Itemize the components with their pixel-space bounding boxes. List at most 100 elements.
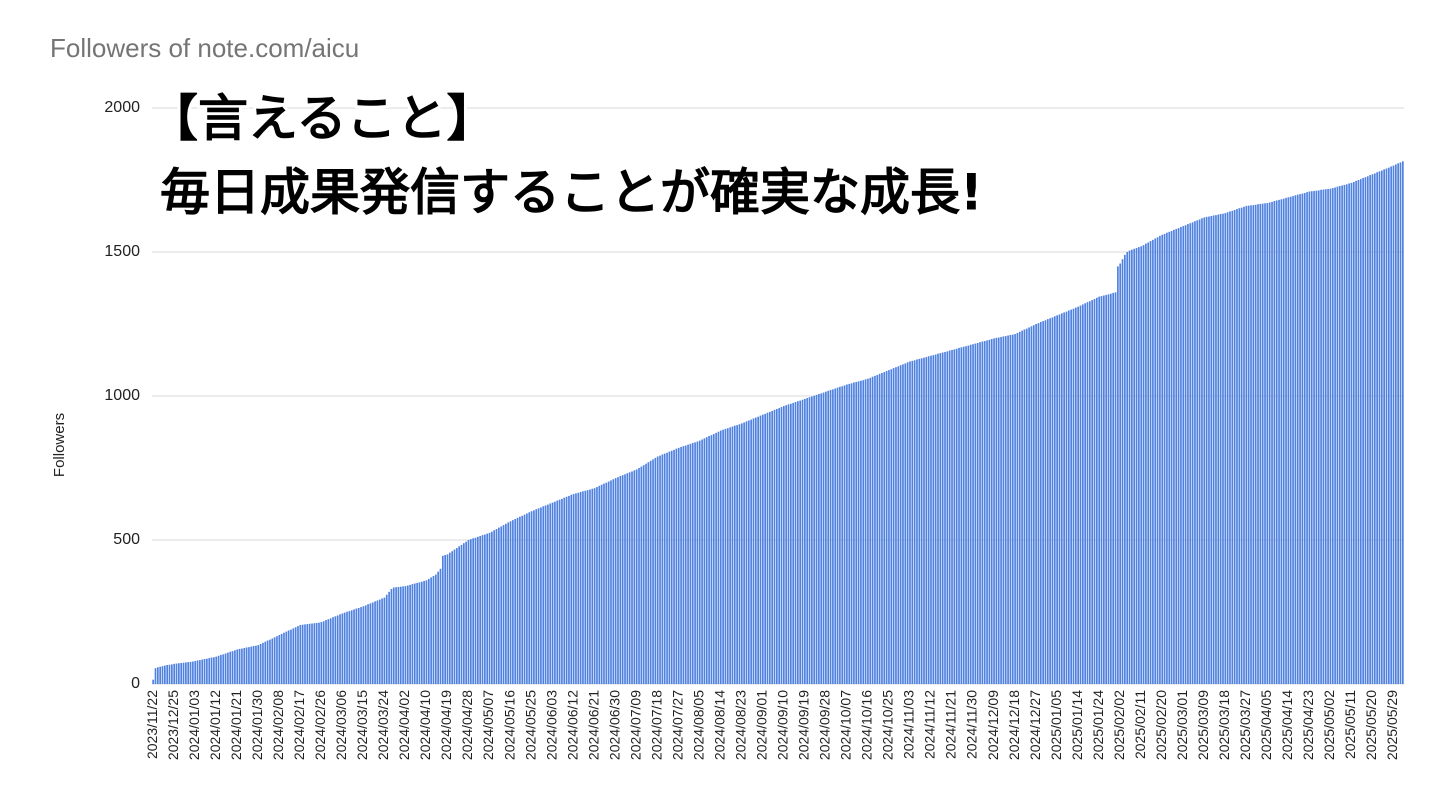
bar <box>1142 245 1145 684</box>
bar <box>343 612 346 684</box>
bar <box>801 399 804 684</box>
x-tick-label: 2024/07/18 <box>648 690 664 760</box>
bar <box>1280 199 1283 684</box>
bar <box>1373 173 1376 684</box>
bar <box>194 660 197 684</box>
bar <box>1336 186 1339 684</box>
bar <box>764 413 766 684</box>
bar <box>736 425 738 684</box>
bar <box>724 428 727 684</box>
bar <box>1194 221 1196 684</box>
bar <box>825 391 827 684</box>
bar <box>759 415 762 684</box>
bar <box>1056 315 1058 684</box>
x-tick-label: 2024/04/02 <box>396 690 412 760</box>
x-tick-label: 2024/12/27 <box>1027 690 1043 760</box>
bar <box>271 638 274 684</box>
x-tick-label: 2025/04/14 <box>1279 690 1295 760</box>
bar <box>937 353 939 684</box>
plot-area: 0 500 1000 1500 2000 2023/11/22 2023/12/25 2024… <box>104 99 1404 760</box>
x-tick-label: 2025/01/14 <box>1069 690 1085 760</box>
bar <box>180 662 183 684</box>
bar <box>1002 336 1005 684</box>
bar <box>360 607 362 684</box>
bar <box>1007 335 1009 684</box>
bar <box>1224 213 1227 684</box>
bar <box>1182 226 1185 684</box>
bar <box>152 679 155 684</box>
x-tick-label: 2024/06/12 <box>564 690 580 760</box>
bar <box>635 469 638 684</box>
bar <box>808 397 811 684</box>
bar <box>1376 172 1378 684</box>
bar <box>916 359 918 684</box>
bar <box>215 656 218 684</box>
bar <box>413 583 416 684</box>
bar <box>1226 212 1229 685</box>
x-tick-label: 2024/11/12 <box>922 690 938 759</box>
bar <box>357 607 360 684</box>
bar <box>1011 334 1014 684</box>
bar <box>1156 237 1159 684</box>
bar <box>995 337 998 684</box>
bar <box>1222 213 1224 685</box>
bar <box>834 388 837 684</box>
bar <box>1212 215 1215 684</box>
bar <box>754 417 757 684</box>
bar <box>486 533 489 684</box>
bar <box>857 381 860 684</box>
bar <box>955 348 958 684</box>
bar <box>474 537 477 684</box>
bar <box>1268 202 1271 685</box>
bar <box>533 510 535 684</box>
bar <box>715 432 717 684</box>
bar <box>1208 216 1210 685</box>
x-tick-label: 2024/04/19 <box>438 690 454 760</box>
bar <box>320 622 323 684</box>
x-tick-label: 2024/02/17 <box>291 690 307 760</box>
bar <box>888 370 890 684</box>
bar <box>376 600 379 684</box>
bar <box>1252 205 1255 684</box>
bar <box>1392 165 1395 685</box>
bar <box>187 662 190 684</box>
x-tick-label: 2024/08/23 <box>732 690 748 760</box>
bar <box>1387 167 1390 685</box>
x-tick-label: 2024/10/25 <box>880 690 896 760</box>
bar <box>484 534 486 684</box>
bar <box>920 358 923 684</box>
bar <box>1371 174 1374 685</box>
bar <box>549 503 552 684</box>
bar <box>1329 188 1332 684</box>
bar <box>1247 205 1250 684</box>
bar <box>1018 331 1021 684</box>
bar <box>579 491 582 684</box>
bar <box>862 380 865 684</box>
bar <box>642 465 645 684</box>
bar <box>911 360 914 684</box>
bar <box>397 586 400 684</box>
bar <box>1103 295 1105 684</box>
bar <box>927 356 930 684</box>
bar <box>1166 232 1168 685</box>
y-tick-label: 0 <box>131 675 140 692</box>
x-tick-label: 2025/02/20 <box>1153 690 1169 760</box>
bar <box>813 395 816 684</box>
bar <box>292 628 295 684</box>
bar <box>437 571 439 684</box>
bar <box>656 456 659 684</box>
bar <box>855 381 858 684</box>
bar <box>161 666 164 684</box>
bar <box>540 507 542 684</box>
bar <box>939 353 942 684</box>
x-tick-label: 2025/03/18 <box>1216 690 1232 760</box>
bar <box>1301 193 1304 684</box>
bar <box>201 659 204 684</box>
bar <box>1147 242 1150 684</box>
bar <box>1091 300 1094 684</box>
bar <box>974 343 977 684</box>
bar <box>979 342 981 684</box>
bar <box>1004 336 1007 684</box>
bar <box>1084 303 1087 684</box>
